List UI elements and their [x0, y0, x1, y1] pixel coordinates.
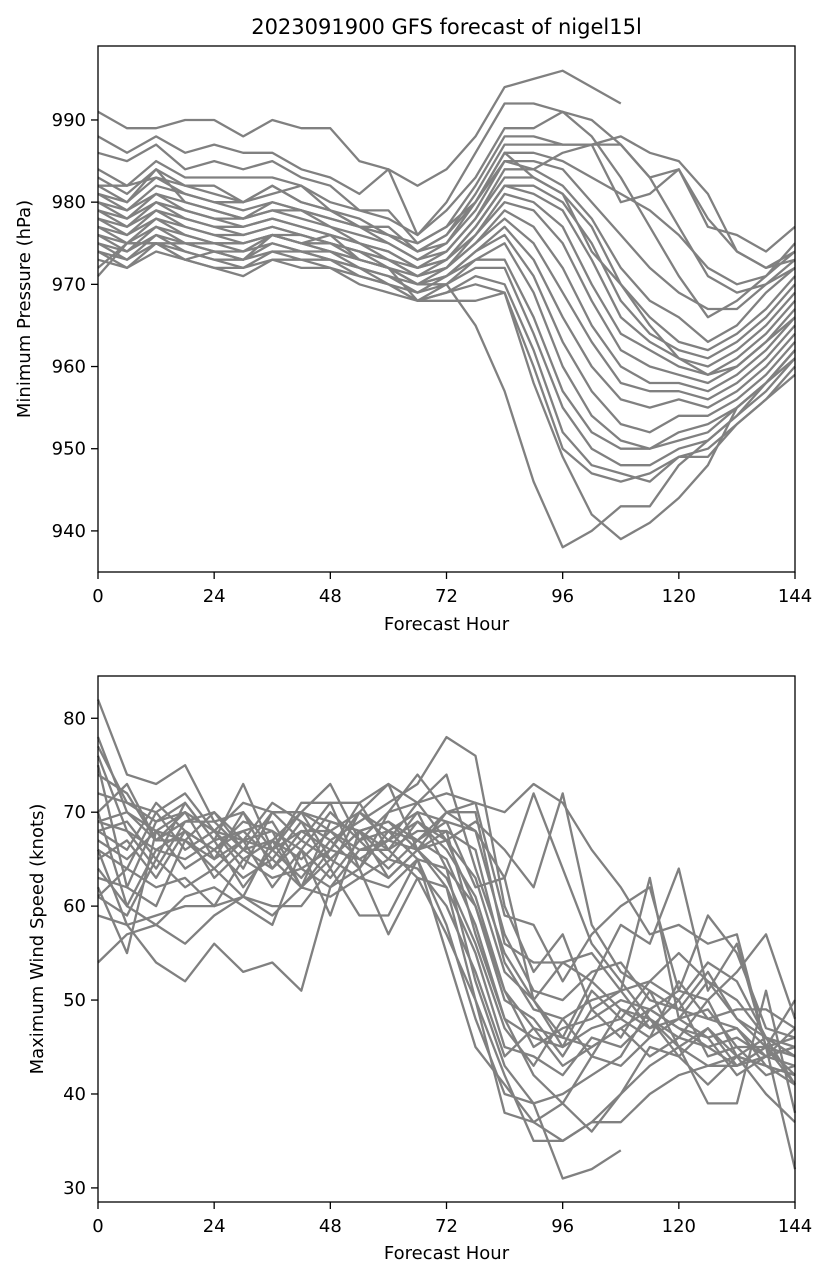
wind-y-axis: 30 40 50 60 70 80	[63, 708, 98, 1199]
wind-x-tick-label: 24	[203, 1216, 226, 1237]
pressure-chart: 0 24 48 72 96 120 144 940 950 960 970 980 990 Forec…	[14, 45, 812, 635]
pressure-series-line-24	[97, 233, 796, 549]
wind-series-line-22	[97, 773, 796, 1105]
wind-x-tick-label: 96	[551, 1216, 574, 1237]
wind-y-axis-label: Maximum Wind Speed (knots)	[27, 804, 48, 1075]
pressure-x-tick-label: 48	[319, 586, 342, 607]
pressure-series-group	[97, 69, 796, 549]
wind-series-line-24	[97, 801, 796, 1086]
pressure-series-line-2	[97, 102, 796, 294]
wind-series-line-17	[97, 858, 796, 1105]
pressure-x-tick-label: 72	[435, 586, 458, 607]
wind-x-axis: 0 24 48 72 96 120 144	[92, 1202, 812, 1237]
wind-x-axis-label: Forecast Hour	[384, 1243, 510, 1264]
wind-plot-frame	[97, 675, 796, 1203]
pressure-x-axis: 0 24 48 72 96 120 144	[92, 572, 812, 607]
pressure-y-tick-label: 950	[52, 439, 86, 460]
pressure-y-tick-label: 960	[52, 357, 86, 378]
pressure-series-line-23	[97, 233, 796, 541]
wind-chart: 0 24 48 72 96 120 144 30 40 50 60 70 80 Forecast Ho…	[27, 675, 812, 1264]
wind-series-line-18	[97, 858, 797, 1133]
pressure-y-tick-label: 990	[52, 110, 86, 131]
pressure-series-line-7	[97, 159, 796, 311]
pressure-x-tick-label: 0	[92, 586, 103, 607]
wind-y-tick-label: 80	[63, 708, 86, 729]
pressure-plot-frame	[97, 45, 796, 573]
wind-x-tick-label: 120	[662, 1216, 696, 1237]
wind-y-tick-label: 60	[63, 896, 86, 917]
wind-series-line-7	[97, 811, 796, 1049]
pressure-y-tick-label: 970	[52, 274, 86, 295]
pressure-series-line-22	[97, 250, 796, 483]
pressure-series-line-25	[97, 143, 796, 270]
chart-title: 2023091900 GFS forecast of nigel15l	[251, 15, 642, 39]
wind-x-tick-label: 144	[778, 1216, 812, 1237]
pressure-series-line-26	[98, 151, 796, 376]
wind-y-tick-label: 30	[63, 1178, 86, 1199]
wind-y-tick-label: 50	[63, 990, 86, 1011]
wind-x-tick-label: 0	[92, 1216, 103, 1237]
pressure-series-line-12	[97, 192, 796, 376]
pressure-x-tick-label: 144	[778, 586, 812, 607]
pressure-x-tick-label: 120	[662, 586, 696, 607]
pressure-y-tick-label: 980	[52, 192, 86, 213]
pressure-x-tick-label: 24	[203, 586, 226, 607]
pressure-y-axis-label: Minimum Pressure (hPa)	[14, 200, 35, 418]
wind-series-line-20	[96, 811, 796, 1143]
pressure-series-line-3	[97, 110, 796, 319]
pressure-y-tick-label: 940	[52, 521, 86, 542]
wind-y-tick-label: 70	[63, 802, 86, 823]
pressure-x-axis-label: Forecast Hour	[384, 614, 510, 635]
pressure-series-line-1	[97, 69, 622, 187]
wind-x-tick-label: 72	[435, 1216, 458, 1237]
wind-series-line-23	[97, 811, 797, 1049]
pressure-y-axis: 940 950 960 970 980 990	[52, 110, 98, 542]
wind-series-line-19	[96, 849, 796, 1143]
wind-x-tick-label: 48	[319, 1216, 342, 1237]
pressure-x-tick-label: 96	[551, 586, 574, 607]
wind-series-group	[96, 699, 797, 1180]
wind-series-line-16	[97, 839, 796, 1067]
wind-y-tick-label: 40	[63, 1084, 86, 1105]
